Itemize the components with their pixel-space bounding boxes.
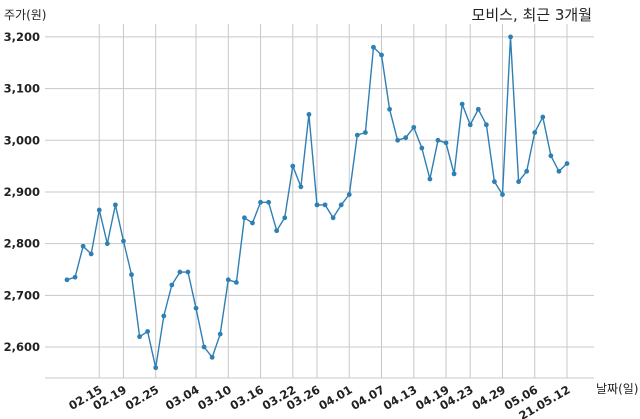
data-point [129, 272, 134, 278]
data-point [346, 192, 352, 197]
data-point [217, 331, 223, 337]
y-tick-label: 2,700 [4, 288, 40, 302]
data-point [88, 251, 94, 257]
data-point [492, 179, 497, 185]
data-point [379, 52, 384, 58]
data-point [96, 207, 102, 213]
data-point [233, 279, 239, 285]
data-point [427, 176, 433, 182]
data-point [193, 305, 199, 311]
data-point [475, 106, 481, 112]
data-point [314, 202, 320, 208]
data-point [443, 140, 449, 146]
data-point [282, 215, 288, 221]
data-point [121, 238, 126, 244]
data-point [564, 161, 570, 166]
data-point [104, 241, 110, 247]
y-tick-label: 3,000 [4, 133, 40, 147]
data-point [338, 202, 344, 208]
x-tick-label: 04.01 [316, 382, 355, 412]
data-point [556, 168, 562, 174]
y-axis-label: 주가(원) [4, 8, 47, 22]
y-tick-label: 2,800 [4, 237, 40, 251]
x-tick-label: 03.10 [195, 382, 234, 412]
data-point [242, 215, 247, 221]
data-point [330, 215, 336, 221]
y-tick-label: 3,200 [4, 30, 40, 44]
data-point [403, 135, 409, 141]
data-point [225, 277, 231, 283]
data-point [540, 114, 546, 120]
data-point [64, 277, 70, 283]
y-tick-label: 3,100 [4, 82, 40, 96]
data-point [508, 34, 513, 40]
data-point [411, 124, 417, 130]
data-point [185, 269, 191, 275]
data-point [548, 153, 554, 159]
data-point [459, 101, 465, 107]
data-point [298, 184, 304, 190]
data-point [169, 282, 175, 288]
data-point [72, 274, 78, 280]
data-point [137, 334, 142, 340]
data-point [274, 228, 280, 234]
data-point [524, 168, 530, 174]
data-point [145, 329, 151, 334]
y-tick-label: 2,900 [4, 185, 40, 199]
x-tick-label: 04.29 [469, 382, 508, 412]
data-point [112, 202, 118, 208]
x-tick-label: 04.07 [349, 382, 388, 412]
data-point [435, 137, 441, 143]
data-point [532, 130, 538, 135]
data-point [153, 365, 159, 371]
data-point [161, 313, 167, 319]
data-point [371, 44, 376, 50]
data-point [290, 163, 296, 169]
x-tick-label: 03.04 [163, 382, 202, 412]
data-point [362, 130, 368, 135]
data-point [322, 202, 328, 208]
data-point [209, 354, 215, 360]
data-point [387, 106, 392, 112]
data-point [201, 344, 207, 350]
data-point [395, 137, 401, 143]
data-point [419, 145, 425, 151]
data-point [258, 199, 263, 205]
chart-title: 모비스, 최근 3개월 [471, 6, 592, 24]
data-point [451, 171, 457, 177]
data-point [500, 192, 505, 197]
data-point [177, 269, 183, 275]
data-point [250, 220, 255, 226]
data-point [80, 243, 86, 249]
x-tick-label: 03.16 [228, 382, 267, 412]
data-point [266, 199, 272, 205]
x-tick-label: 02.25 [123, 382, 162, 412]
data-point [306, 112, 312, 117]
data-point [354, 132, 360, 138]
data-point [467, 122, 473, 128]
data-point [483, 122, 489, 128]
x-tick-label: 04.13 [381, 382, 420, 412]
y-tick-label: 2,600 [4, 340, 40, 354]
data-point [516, 179, 522, 185]
x-axis-label: 날짜(일) [596, 382, 639, 396]
